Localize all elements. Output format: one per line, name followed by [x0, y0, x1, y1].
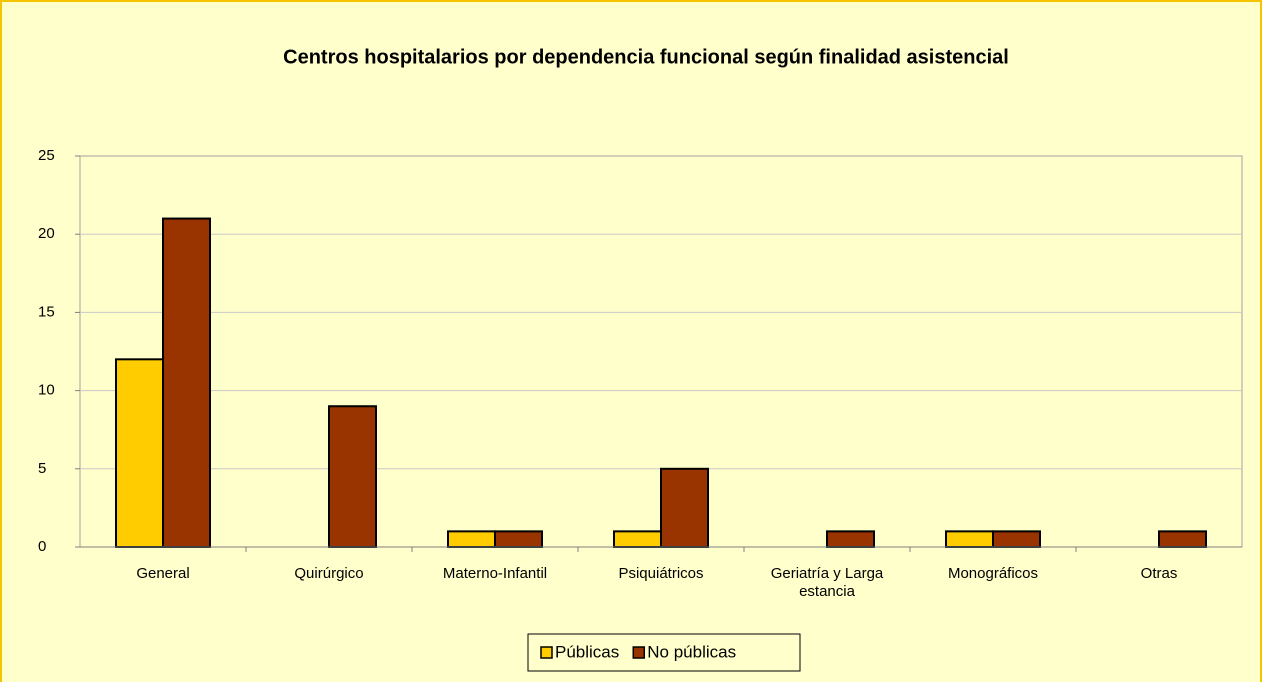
y-tick-label: 15	[38, 303, 55, 320]
x-tick-label: Monográficos	[948, 565, 1038, 582]
x-tick-label: Quirúrgico	[294, 565, 363, 582]
x-tick-label: Psiquiátricos	[618, 565, 703, 582]
y-tick-label: 0	[38, 538, 46, 555]
x-tick-label: Otras	[1141, 565, 1178, 582]
legend	[527, 633, 801, 672]
y-tick-label: 20	[38, 225, 55, 242]
y-tick-label: 10	[38, 382, 55, 399]
bar	[826, 530, 875, 548]
legend-label: No públicas	[647, 642, 736, 661]
bar	[613, 530, 662, 548]
legend-label: Públicas	[555, 642, 619, 661]
bar	[494, 530, 543, 548]
bar	[328, 405, 377, 548]
legend-swatch	[632, 646, 646, 659]
bar	[115, 358, 164, 548]
y-tick-label: 5	[38, 460, 46, 477]
x-tick-label: Geriatría y Larga estancia	[771, 565, 884, 600]
legend-swatch	[540, 646, 553, 659]
bar	[660, 467, 709, 548]
x-tick-label: Materno-Infantil	[443, 565, 547, 582]
chart-title: Centros hospitalarios por dependencia fu…	[283, 46, 1009, 68]
bar	[447, 530, 496, 548]
bar	[1158, 530, 1207, 548]
x-tick-label: General	[136, 565, 189, 582]
y-tick-label: 25	[38, 147, 55, 164]
bar	[162, 217, 211, 548]
bar	[945, 530, 994, 548]
bar	[992, 530, 1041, 548]
